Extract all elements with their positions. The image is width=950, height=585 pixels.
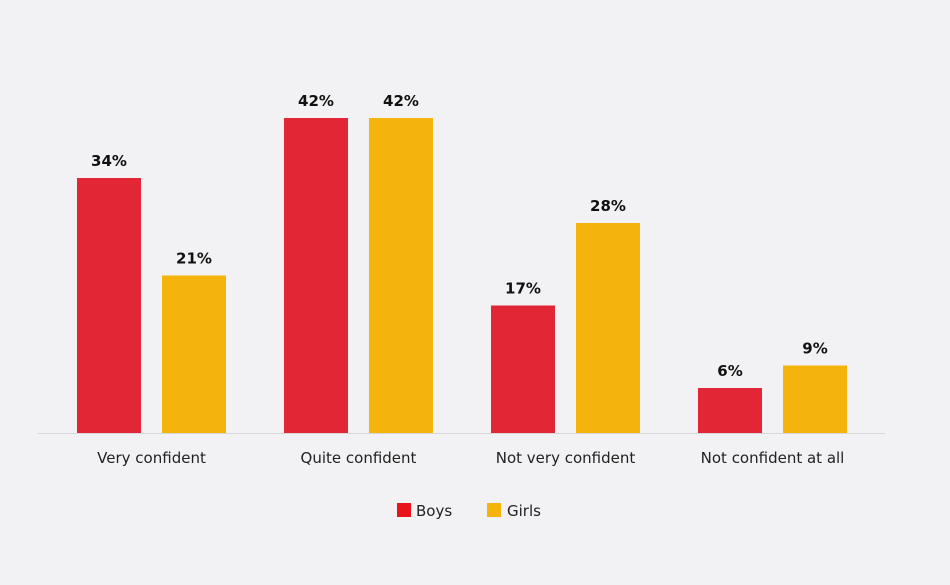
data-label: 9% xyxy=(802,340,827,358)
legend-swatch-girls xyxy=(487,503,501,517)
bar-boys-3 xyxy=(698,388,762,433)
data-label: 28% xyxy=(590,197,626,215)
bar-girls-0 xyxy=(162,275,226,433)
bar-girls-3 xyxy=(783,365,847,433)
category-label: Not very confident xyxy=(496,449,636,467)
legend-label-boys: Boys xyxy=(416,502,452,520)
category-label: Not confident at all xyxy=(701,449,845,467)
data-label: 34% xyxy=(91,152,127,170)
data-label: 21% xyxy=(176,250,212,268)
bar-boys-1 xyxy=(284,118,348,433)
data-label: 42% xyxy=(298,92,334,110)
category-label: Very confident xyxy=(97,449,206,467)
bar-boys-0 xyxy=(77,178,141,433)
data-label: 42% xyxy=(383,92,419,110)
category-label: Quite confident xyxy=(301,449,417,467)
bar-girls-2 xyxy=(576,223,640,433)
legend-swatch-boys xyxy=(397,503,411,517)
legend-label-girls: Girls xyxy=(507,502,541,520)
data-label: 17% xyxy=(505,280,541,298)
bar-boys-2 xyxy=(491,305,555,433)
data-label: 6% xyxy=(717,362,742,380)
bar-girls-1 xyxy=(369,118,433,433)
legend: Boys Girls xyxy=(397,502,541,520)
